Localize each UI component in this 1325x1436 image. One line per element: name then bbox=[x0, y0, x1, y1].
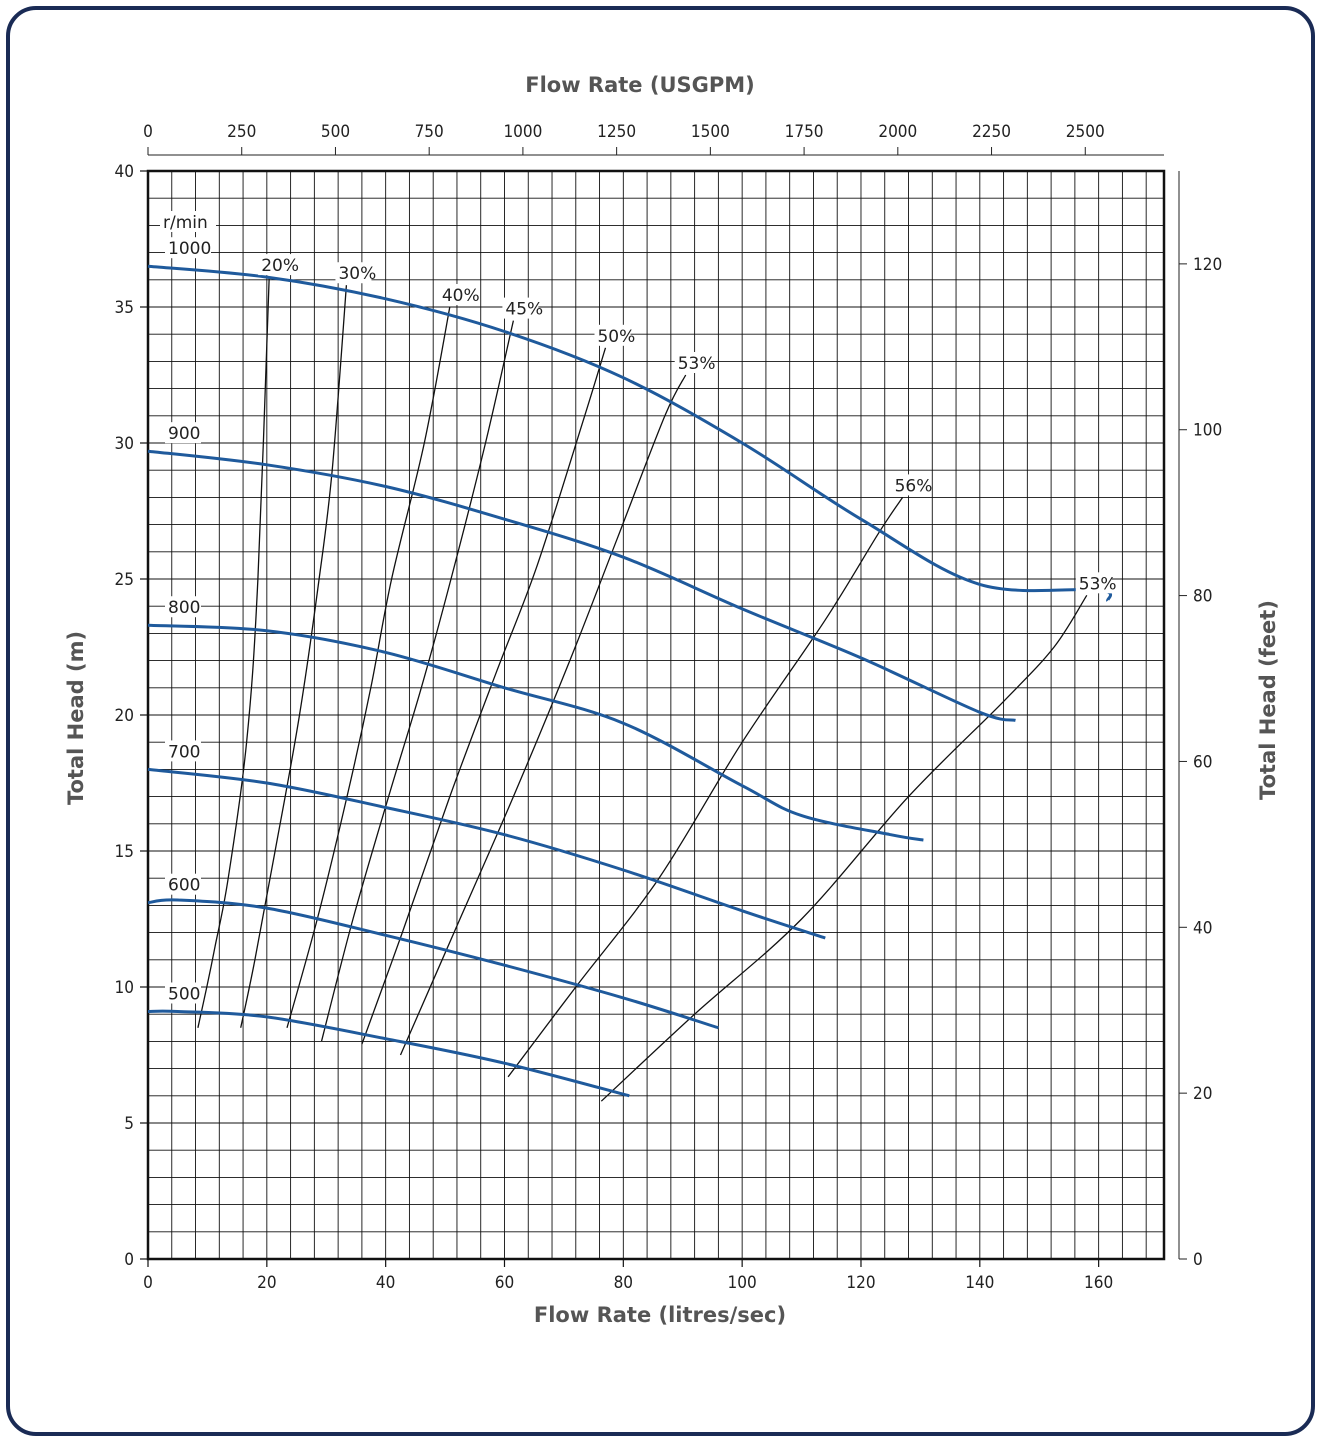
y2-tick-label: 100 bbox=[1193, 421, 1222, 441]
curve-labels: r/min 1000 900 800 700 600 500 20% 30% 40% 45% 50% 5… bbox=[160, 211, 1117, 1004]
y-tick-label: 15 bbox=[115, 842, 134, 862]
x2-tick-label: 1000 bbox=[503, 122, 542, 142]
y-tick-label: 35 bbox=[115, 298, 134, 318]
efficiency-line-30pct bbox=[240, 285, 348, 1028]
y2-tick-label: 40 bbox=[1193, 918, 1212, 938]
y2-axis-title: Total Head (feet) bbox=[1256, 600, 1280, 800]
y-tick-label: 0 bbox=[124, 1250, 134, 1270]
speed-label-700: 700 bbox=[168, 742, 200, 762]
speed-label-1000-bg bbox=[165, 237, 211, 259]
x-tick-label: 0 bbox=[143, 1273, 153, 1293]
x-tick-label: 100 bbox=[728, 1273, 757, 1293]
y-tick-label: 5 bbox=[124, 1114, 134, 1134]
x-tick-label: 20 bbox=[257, 1273, 276, 1293]
efficiency-line-53pct bbox=[600, 594, 1088, 1102]
speed-label-800-bg bbox=[165, 596, 201, 618]
y-tick-label: 40 bbox=[115, 162, 134, 182]
speed-curve-900 bbox=[147, 449, 1016, 722]
x2-tick-label: 2250 bbox=[972, 122, 1011, 142]
efficiency-label-30pct-bg bbox=[335, 262, 372, 284]
speed-curve-700 bbox=[147, 767, 826, 940]
efficiency-line-50pct bbox=[361, 347, 607, 1045]
y2-tick-label: 20 bbox=[1193, 1084, 1212, 1104]
x-tick-label: 40 bbox=[376, 1273, 395, 1293]
curves bbox=[147, 264, 1113, 1102]
speed-unit-label: r/min bbox=[163, 213, 208, 233]
efficiency-label-53pct-bg bbox=[674, 352, 711, 373]
y2-tick-label: 80 bbox=[1193, 587, 1212, 607]
x-tick-label: 60 bbox=[495, 1273, 514, 1293]
x-axis-title: Flow Rate (litres/sec) bbox=[534, 1303, 786, 1327]
speed-curve-600 bbox=[147, 898, 719, 1030]
efficiency-label-45pct-bg bbox=[502, 297, 539, 319]
x-tick-label: 160 bbox=[1084, 1273, 1113, 1293]
x-tick-label: 120 bbox=[846, 1273, 875, 1293]
grid bbox=[146, 169, 1166, 1261]
x2-tick-label: 1250 bbox=[597, 122, 636, 142]
speed-curve-1000 bbox=[147, 264, 1113, 603]
speed-label-600-bg bbox=[165, 873, 201, 895]
y-tick-label: 10 bbox=[115, 978, 134, 998]
y2-tick-label: 0 bbox=[1193, 1250, 1203, 1270]
efficiency-line-53pct bbox=[399, 374, 687, 1056]
x-tick-label: 80 bbox=[614, 1273, 633, 1293]
y2-tick-label: 120 bbox=[1193, 255, 1222, 275]
speed-label-500: 500 bbox=[168, 984, 200, 1004]
x2-tick-label: 750 bbox=[415, 122, 444, 142]
speed-label-1000: 1000 bbox=[168, 239, 211, 259]
speed-label-800: 800 bbox=[168, 598, 200, 618]
y-axis-title: Total Head (m) bbox=[64, 631, 88, 805]
x2-tick-label: 2500 bbox=[1066, 122, 1105, 142]
x2-tick-label: 0 bbox=[143, 122, 153, 142]
efficiency-label-50pct-bg bbox=[594, 324, 631, 346]
efficiency-line-20pct bbox=[197, 277, 270, 1028]
y2-tick-label: 60 bbox=[1193, 752, 1212, 772]
efficiency-label-40pct: 40% bbox=[442, 286, 480, 306]
efficiency-label-20pct-bg bbox=[258, 254, 295, 276]
efficiency-label-45pct: 45% bbox=[505, 300, 543, 320]
x-tick-label: 140 bbox=[965, 1273, 994, 1293]
y-tick-label: 30 bbox=[115, 434, 134, 454]
efficiency-label-53pct: 53% bbox=[678, 354, 716, 374]
efficiency-label-20pct: 20% bbox=[261, 256, 299, 276]
efficiency-label-50pct: 50% bbox=[597, 327, 635, 347]
x2-tick-label: 500 bbox=[321, 122, 350, 142]
axes: 0 20 40 60 80 100 120 140 160 0 5 10 15 20 25 30 35 40 0 25… bbox=[115, 122, 1223, 1293]
y-tick-label: 20 bbox=[115, 706, 134, 726]
y-tick-label: 25 bbox=[115, 570, 134, 590]
speed-unit-label-bg bbox=[160, 211, 216, 232]
speed-curve-800 bbox=[147, 623, 924, 842]
efficiency-line-45pct bbox=[320, 320, 515, 1042]
speed-label-500-bg bbox=[165, 982, 201, 1004]
x2-tick-label: 1750 bbox=[785, 122, 824, 142]
speed-label-900-bg bbox=[165, 422, 201, 444]
x2-tick-label: 250 bbox=[227, 122, 256, 142]
efficiency-line-56pct bbox=[507, 497, 904, 1078]
x2-axis-title: Flow Rate (USGPM) bbox=[525, 73, 755, 97]
efficiency-label-53pct: 53% bbox=[1079, 574, 1117, 594]
x2-tick-label: 2000 bbox=[878, 122, 917, 142]
speed-curve-500 bbox=[147, 1009, 630, 1098]
efficiency-label-30pct: 30% bbox=[338, 264, 376, 284]
efficiency-label-40pct-bg bbox=[438, 284, 475, 305]
efficiency-line-40pct bbox=[286, 306, 451, 1028]
speed-label-900: 900 bbox=[168, 424, 200, 444]
efficiency-label-56pct: 56% bbox=[895, 476, 933, 496]
efficiency-label-56pct-bg bbox=[891, 474, 928, 496]
speed-label-600: 600 bbox=[168, 876, 200, 896]
x2-tick-label: 1500 bbox=[691, 122, 730, 142]
speed-label-700-bg bbox=[165, 740, 201, 762]
efficiency-label-53pct-bg bbox=[1075, 572, 1112, 594]
